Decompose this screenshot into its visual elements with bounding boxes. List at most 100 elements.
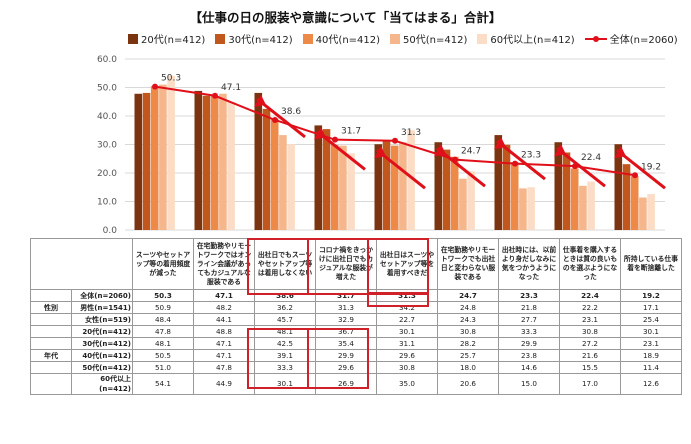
bar-3-5 [287,144,295,230]
table-row-label: 男性(n=1541) [71,301,133,314]
table-row-label: 全体(n=2060) [71,289,133,302]
table-group-cell: 年代 [30,349,72,362]
bar-2-5 [227,102,235,230]
table-cell: 47.8 [193,361,255,374]
table-cell: 27.7 [498,313,560,326]
trend-arrow-9 [616,149,666,190]
data-table: スーツやセットアップ等の着用頻度が減った 在宅勤務やリモートワークではオンライン会… [30,238,682,395]
table-cell: 30.1 [620,325,682,338]
total-data-label: 24.7 [461,147,481,157]
table-cell: 23.8 [498,349,560,362]
trend-arrow-head-9 [614,146,626,159]
chart-title: 【仕事の日の服装や意識について「当てはまる」合計】 [189,10,502,25]
bar-3-2 [262,108,271,230]
legend-label: 全体(n=2060) [609,35,678,46]
bar-3-3 [270,118,279,230]
table-cell: 48.1 [254,325,316,338]
bar-9-5 [647,194,655,230]
table-cell: 50.5 [132,349,194,362]
table-cell: 23.1 [620,337,682,350]
table-column-header-1: スーツやセットアップ等の着用頻度が減った [132,238,194,290]
table-cell: 25.4 [620,313,682,326]
bar-9-1 [614,144,623,230]
trend-arrow-head-4 [314,127,326,140]
table-cell: 19.2 [620,289,682,302]
bar-8-3 [570,168,579,230]
bar-8-5 [587,181,595,230]
total-data-label: 23.3 [521,151,541,161]
table-cell: 47.1 [193,349,255,362]
bar-5-1 [374,144,383,230]
trend-arrow-3 [256,97,306,139]
table-cell: 36.7 [315,325,377,338]
table-column-header-5: 出社日はスーツやセットアップ等を着用すべきだ [376,238,438,290]
total-data-label: 19.2 [641,162,661,172]
table-cell: 30.8 [559,325,621,338]
table-cell: 26.9 [315,373,377,395]
table-cell: 27.2 [559,337,621,350]
table-cell: 33.3 [254,361,316,374]
table-cell: 36.2 [254,301,316,314]
table-cell: 18.0 [437,361,499,374]
table-cell: 48.1 [132,337,194,350]
bar-6-1 [434,142,443,230]
legend-swatch [215,33,226,44]
trend-arrow-7 [496,139,546,181]
table-row: 60代以上(n=412) 54.1 44.9 30.1 26.9 35.0 20.6 15.0… [30,373,682,395]
table-row: 全体(n=2060) 50.3 47.1 38.6 31.7 31.3 24.7 23.3 22… [30,289,682,302]
table-cell: 33.3 [498,325,560,338]
bar-6-3 [450,156,459,230]
chart-legend: 20代(n=412) 30代(n=412) 40代(n=412) 50代(n=412)… [128,31,678,46]
bar-6-4 [459,178,467,230]
legend-label: 60代以上(n=412) [490,35,575,46]
table-cell: 50.3 [132,289,194,302]
table-cell: 38.6 [254,289,316,302]
table-corner-cell [30,238,133,290]
total-point-7 [512,160,518,167]
table-cell: 20.6 [437,373,499,395]
bar-chart: 0.0 10.0 20.0 30.0 40.0 50.0 60.0 50.3 47.1 38.6 3… [97,55,666,236]
legend-item-3: 40代(n=412) [302,31,380,46]
y-tick-label: 10.0 [97,198,117,208]
bar-4-3 [330,144,339,230]
trend-arrow-head-8 [554,144,566,157]
bar-7-2 [502,144,511,230]
legend-line-swatch [584,34,607,44]
table-group-cell [30,313,72,326]
total-data-label: 31.3 [401,128,421,138]
table-row-label: 女性(n=519) [71,313,133,326]
bar-5-3 [390,145,399,230]
table-cell: 31.3 [315,301,377,314]
y-tick-label: 0.0 [103,226,118,236]
table-cell: 31.7 [315,289,377,302]
table-column-header-2: 在宅勤務やリモートワークではオンライン会議があってもカジュアルな服装である [193,238,255,290]
bar-6-5 [467,171,475,230]
table-cell: 22.4 [559,289,621,302]
table-row-label: 40代(n=412) [71,349,133,362]
legend-label: 50代(n=412) [403,35,468,46]
bar-3-1 [254,92,263,230]
table-cell: 25.7 [437,349,499,362]
table-cell: 29.6 [315,361,377,374]
bar-7-3 [510,162,519,230]
table-cell: 50.9 [132,301,194,314]
y-tick-label: 60.0 [97,55,117,65]
bar-4-2 [322,129,331,230]
bar-4-5 [347,153,355,230]
table-cell: 44.9 [193,373,255,395]
table-cell: 48.4 [132,313,194,326]
table-group-cell: 性別 [30,301,72,314]
table-column-header-3: 出社日でもスーツやセットアップ等は着用しなくない [254,238,316,290]
table-column-header-6: 在宅勤務やリモートワークでも出社日と変わらない服装である [437,238,499,290]
bar-5-5 [407,130,415,230]
trend-arrow-8 [556,147,606,188]
table-cell: 24.3 [437,313,499,326]
total-point-2 [212,92,218,99]
table-cell: 34.2 [376,301,438,314]
table-cell: 39.1 [254,349,316,362]
table-cell: 29.6 [376,349,438,362]
bar-5-2 [382,141,391,230]
table-column-header-7: 出社時には、以前より身だしなみに気をつかうようになった [498,238,560,290]
legend-item-2: 30代(n=412) [215,31,293,46]
trend-arrow-head-6 [434,144,446,157]
